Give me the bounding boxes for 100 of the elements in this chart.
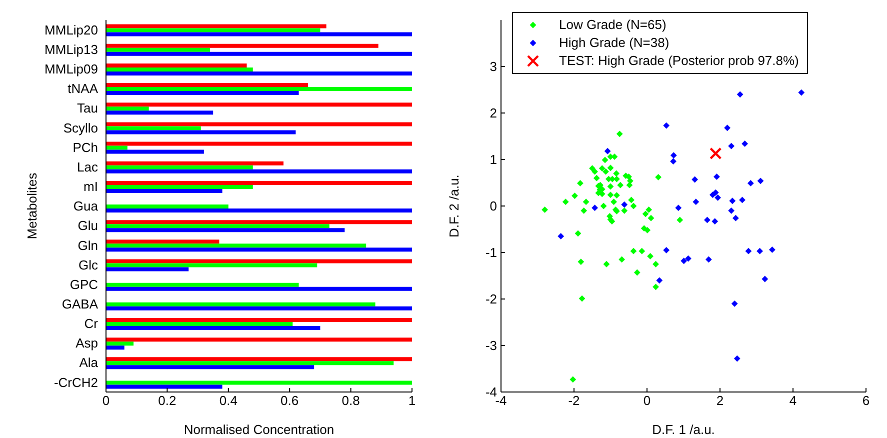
y-tick-label: Glc bbox=[78, 257, 98, 272]
bar bbox=[106, 228, 345, 232]
bar bbox=[106, 259, 412, 264]
x-tick-label: 2 bbox=[716, 393, 724, 408]
point bbox=[768, 246, 776, 253]
bar bbox=[106, 380, 412, 385]
bar bbox=[106, 48, 210, 52]
y-tick-label: PCh bbox=[72, 140, 98, 155]
y-tick-label: -3 bbox=[485, 338, 497, 354]
y-tick-label: 0 bbox=[490, 198, 497, 214]
y-tick-label: Gln bbox=[78, 238, 98, 253]
bar bbox=[106, 204, 228, 209]
point bbox=[663, 122, 670, 129]
bar bbox=[106, 365, 314, 370]
bar bbox=[106, 130, 296, 134]
y-axis-title: Metabolites bbox=[24, 172, 40, 240]
bar bbox=[106, 87, 412, 92]
point bbox=[739, 196, 746, 204]
bar bbox=[106, 248, 412, 252]
bar bbox=[106, 44, 378, 48]
bar bbox=[106, 302, 376, 306]
bar bbox=[106, 63, 247, 68]
y-tick-label: Gua bbox=[73, 198, 99, 214]
bar bbox=[106, 286, 412, 291]
y-tick-label: Asp bbox=[76, 336, 98, 351]
x-tick-label: -2 bbox=[568, 393, 580, 408]
point bbox=[692, 176, 698, 183]
bar bbox=[106, 322, 293, 326]
bar bbox=[106, 338, 412, 342]
point bbox=[736, 91, 744, 98]
x-axis-title: D.F. 1 /a.u. bbox=[652, 422, 715, 437]
bar bbox=[106, 83, 308, 88]
bar bbox=[106, 106, 149, 111]
y-tick-label: -2 bbox=[485, 292, 497, 307]
y-tick-label: Cr bbox=[84, 316, 99, 332]
bar bbox=[106, 208, 412, 213]
point bbox=[656, 277, 663, 284]
bar bbox=[106, 357, 412, 362]
bar bbox=[106, 67, 253, 72]
y-tick-label: MMLip13 bbox=[44, 42, 98, 57]
point bbox=[724, 124, 730, 132]
point bbox=[757, 178, 764, 184]
bar bbox=[106, 24, 326, 28]
bar bbox=[106, 122, 412, 126]
bar bbox=[106, 150, 204, 154]
legend-label: High Grade (N=38) bbox=[559, 34, 670, 52]
point bbox=[734, 355, 740, 362]
x-tick-label: 0 bbox=[102, 393, 110, 408]
point bbox=[710, 147, 722, 160]
y-tick-label: Ala bbox=[79, 355, 99, 370]
bar bbox=[106, 267, 189, 272]
bar bbox=[106, 32, 412, 36]
bar bbox=[106, 52, 412, 56]
point bbox=[558, 233, 564, 240]
point bbox=[745, 248, 752, 254]
y-tick-label: 2 bbox=[490, 106, 497, 121]
point bbox=[663, 246, 670, 254]
point bbox=[728, 207, 735, 214]
y-tick-label: Tau bbox=[77, 100, 98, 116]
bar bbox=[106, 384, 222, 389]
y-tick-label: 3 bbox=[490, 59, 497, 74]
bar bbox=[106, 142, 412, 146]
point bbox=[705, 256, 712, 263]
bar bbox=[106, 110, 214, 115]
y-tick-label: tNAA bbox=[68, 81, 98, 96]
point bbox=[670, 152, 677, 159]
point bbox=[675, 204, 682, 212]
bar bbox=[106, 102, 412, 107]
x-tick-label: 0.4 bbox=[219, 393, 238, 408]
point bbox=[714, 174, 720, 180]
bar bbox=[106, 224, 330, 228]
point bbox=[728, 142, 735, 150]
point bbox=[729, 198, 736, 204]
bar bbox=[106, 306, 412, 310]
legend-label: Low Grade (N=65) bbox=[559, 16, 666, 34]
x-tick-label: 6 bbox=[862, 393, 870, 408]
point bbox=[680, 258, 688, 264]
point bbox=[747, 180, 754, 186]
bar bbox=[106, 361, 394, 366]
point bbox=[798, 89, 805, 96]
x-tick-label: 4 bbox=[789, 393, 797, 408]
bar bbox=[106, 188, 222, 193]
x-tick-label: 0.6 bbox=[280, 393, 299, 408]
bar bbox=[106, 165, 253, 170]
point bbox=[670, 158, 676, 165]
point bbox=[714, 194, 722, 201]
y-tick-label: GPC bbox=[70, 276, 98, 292]
point bbox=[731, 300, 738, 307]
x-tick-label: 0.2 bbox=[158, 393, 176, 408]
y-tick-label: -CrCH2 bbox=[54, 374, 98, 390]
y-tick-label: Lac bbox=[77, 159, 98, 174]
x-tick-label: 0 bbox=[643, 393, 651, 408]
bar bbox=[106, 220, 412, 224]
point bbox=[621, 201, 628, 208]
bar bbox=[106, 161, 284, 166]
point bbox=[592, 204, 598, 212]
y-tick-label: mI bbox=[84, 179, 98, 194]
y-axis-title: D.F. 2 /a.u. bbox=[446, 174, 462, 238]
bar bbox=[106, 28, 320, 32]
y-tick-label: -1 bbox=[485, 245, 497, 260]
